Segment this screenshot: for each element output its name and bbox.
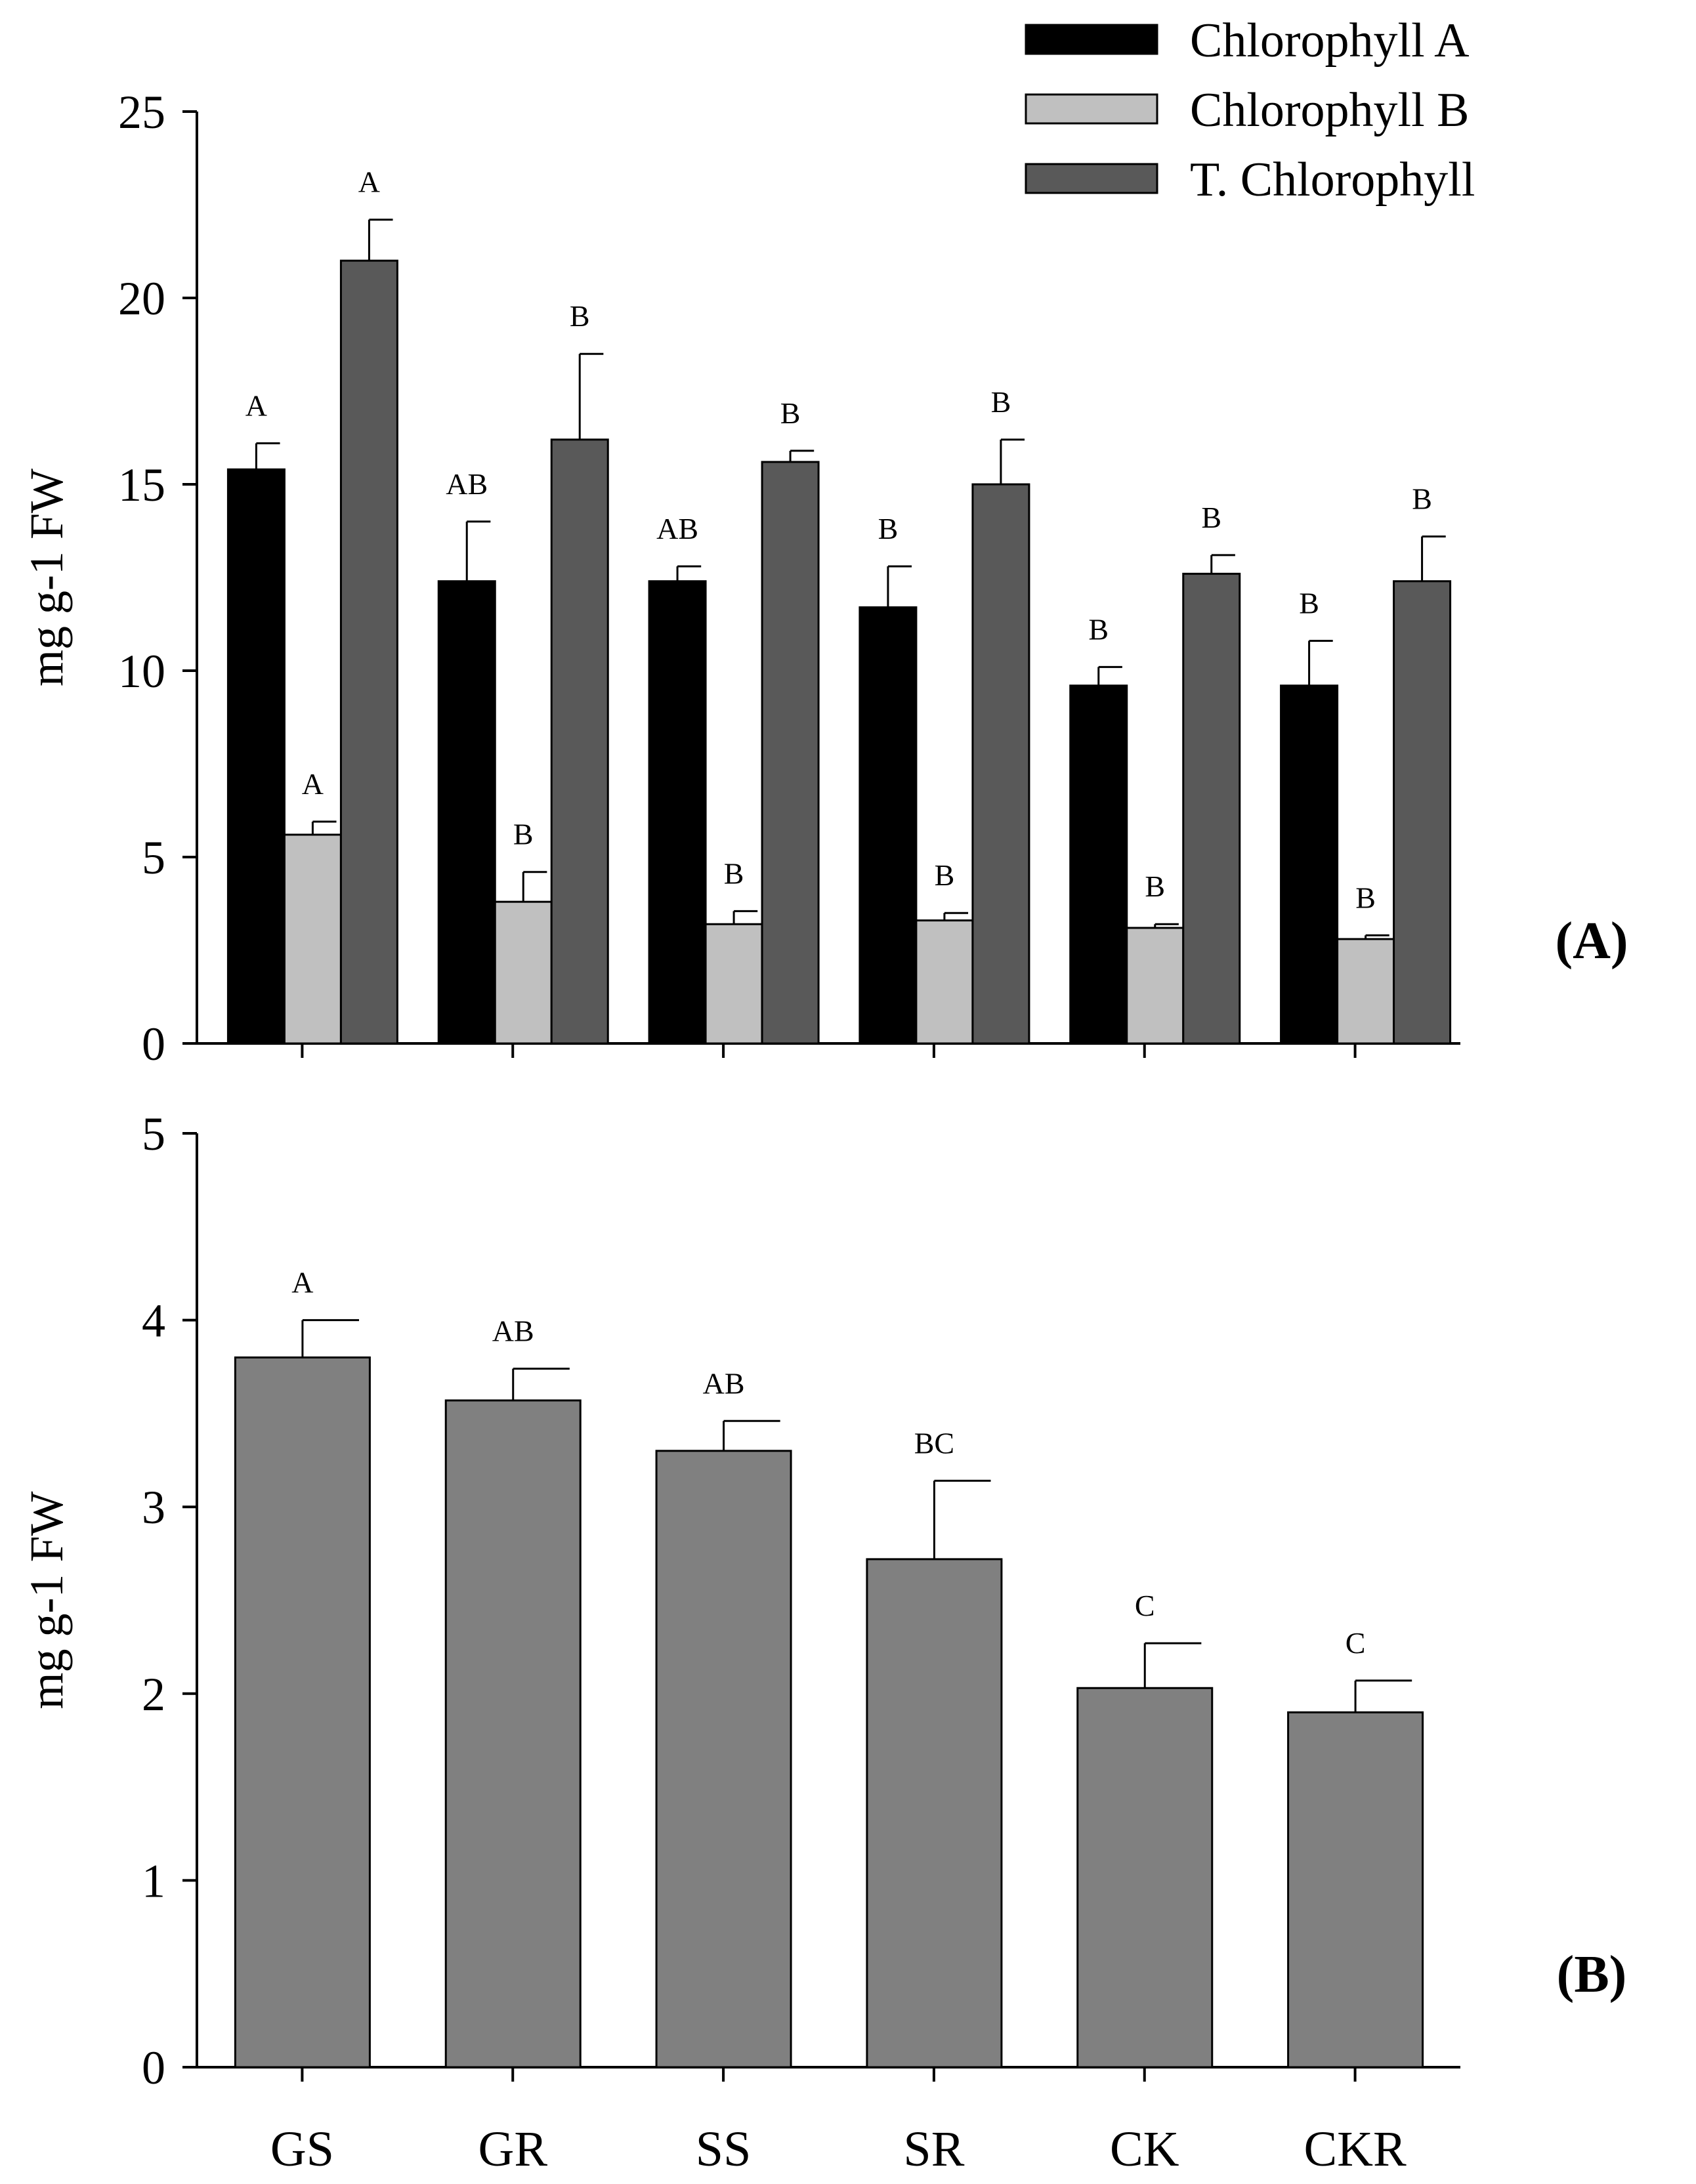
bar-sr — [971, 483, 1030, 1045]
y-tick-label: 15 — [118, 459, 165, 511]
y-tick-label: 5 — [142, 831, 165, 884]
bar-sr — [915, 919, 974, 1045]
significance-letter: AB — [492, 1314, 534, 1348]
significance-letter: B — [991, 385, 1011, 419]
category-label: CK — [1110, 2122, 1179, 2177]
y-tick-label: 25 — [118, 86, 165, 138]
significance-letter: B — [935, 858, 955, 892]
bar-gs — [226, 468, 286, 1045]
significance-letter: B — [570, 299, 590, 333]
bar-sr — [866, 1558, 1003, 2068]
bar-gr — [437, 580, 496, 1045]
y-tick-label: 5 — [142, 1108, 165, 1160]
significance-letter: B — [513, 818, 534, 851]
legend-swatch — [1025, 24, 1158, 55]
bar-gs — [283, 833, 342, 1045]
bar-ckr — [1336, 938, 1395, 1045]
y-axis-title: mg g-1 FW — [20, 1491, 73, 1709]
bar-ss — [655, 1450, 792, 2068]
y-tick-label: 1 — [142, 1855, 165, 1907]
significance-letter: A — [291, 1266, 313, 1299]
bar-gs — [339, 259, 398, 1045]
significance-letter: BC — [914, 1426, 954, 1460]
panel-label: (B) — [1557, 1946, 1627, 2004]
bar-ckr — [1280, 684, 1339, 1045]
significance-letter: B — [1088, 612, 1109, 646]
significance-letter: B — [1355, 881, 1376, 914]
bar-ss — [704, 923, 763, 1045]
significance-letter: A — [358, 165, 380, 199]
significance-letter: B — [724, 856, 744, 890]
significance-letter: AB — [703, 1366, 745, 1400]
bar-gr — [444, 1399, 582, 2068]
legend-label: Chlorophyll A — [1190, 14, 1470, 68]
bar-gr — [494, 900, 553, 1045]
panel-label: (A) — [1555, 912, 1628, 970]
significance-letter: C — [1135, 1589, 1155, 1622]
significance-letter: A — [302, 767, 324, 801]
bar-ck — [1069, 684, 1128, 1045]
legend-swatch — [1025, 163, 1158, 194]
significance-letter: B — [1201, 501, 1221, 534]
bar-gr — [550, 438, 609, 1045]
category-label: GR — [478, 2122, 547, 2177]
bar-sr — [859, 606, 918, 1045]
significance-letter: B — [1145, 870, 1165, 903]
significance-letter: AB — [656, 512, 698, 545]
significance-letter: C — [1346, 1626, 1366, 1660]
legend-label: Chlorophyll B — [1190, 83, 1470, 137]
significance-letter: B — [1412, 482, 1432, 516]
significance-letter: B — [878, 512, 899, 545]
significance-letter: B — [1299, 587, 1319, 620]
legend-swatch — [1025, 93, 1158, 125]
y-tick-label: 0 — [142, 2042, 165, 2094]
y-tick-label: 3 — [142, 1481, 165, 1534]
category-label: GS — [270, 2122, 334, 2177]
category-label: SS — [696, 2122, 752, 2177]
bar-ss — [761, 461, 820, 1045]
significance-letter: B — [780, 396, 801, 430]
y-axis-title: mg g-1 FW — [20, 469, 73, 686]
y-tick-label: 20 — [118, 272, 165, 325]
bar-ck — [1182, 572, 1241, 1045]
bar-ss — [648, 580, 707, 1045]
y-tick-label: 0 — [142, 1018, 165, 1070]
category-label: SR — [903, 2122, 964, 2177]
bar-ck — [1076, 1687, 1214, 2068]
significance-letter: A — [245, 389, 267, 423]
significance-letter: AB — [446, 467, 488, 501]
y-tick-label: 4 — [142, 1295, 165, 1347]
y-tick-label: 10 — [118, 645, 165, 698]
bar-ck — [1126, 927, 1185, 1045]
bar-ckr — [1393, 580, 1452, 1045]
y-tick-label: 2 — [142, 1668, 165, 1721]
category-label: CKR — [1304, 2122, 1407, 2177]
bar-ckr — [1287, 1711, 1424, 2068]
legend-label: T. Chlorophyll — [1190, 153, 1475, 207]
bar-gs — [234, 1356, 371, 2068]
